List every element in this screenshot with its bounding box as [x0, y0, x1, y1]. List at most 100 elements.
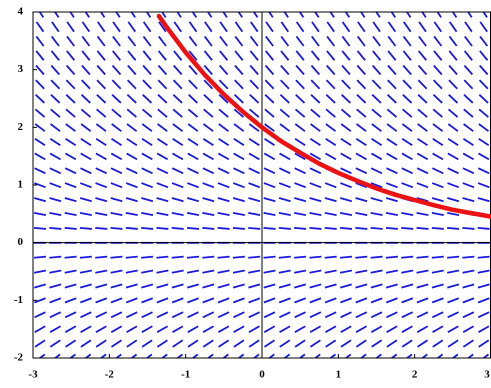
- slope-segment: [33, 212, 47, 216]
- slope-segment: [309, 339, 321, 348]
- slope-segment: [157, 108, 168, 118]
- slope-segment: [79, 197, 92, 203]
- slope-segment: [126, 108, 137, 118]
- slope-segment: [96, 79, 107, 90]
- slope-segment: [370, 297, 383, 304]
- slope-segment: [64, 283, 77, 289]
- slope-segment: [64, 226, 77, 230]
- slope-segment: [34, 137, 46, 147]
- slope-segment: [202, 152, 214, 161]
- slope-segment: [463, 123, 474, 132]
- slope-segment: [33, 255, 47, 259]
- slope-segment: [386, 167, 398, 175]
- slope-segment: [65, 79, 76, 90]
- slope-segment: [49, 167, 62, 175]
- slope-segment: [64, 182, 77, 189]
- slope-segment: [157, 50, 167, 61]
- slope-segment: [126, 94, 137, 104]
- slope-segment: [202, 255, 215, 259]
- slope-segment: [355, 137, 367, 147]
- slope-segment: [370, 269, 383, 274]
- slope-segment: [186, 255, 200, 259]
- slope-segment: [218, 123, 229, 132]
- slope-segment: [462, 197, 475, 203]
- slope-segment: [64, 167, 77, 175]
- slope-segment: [171, 255, 184, 259]
- slope-segment: [156, 212, 169, 216]
- slope-segment: [111, 123, 122, 132]
- slope-segment: [340, 339, 352, 348]
- slope-segment: [356, 94, 367, 104]
- slope-segment: [127, 21, 136, 33]
- slope-segment: [355, 339, 367, 348]
- slope-segment: [339, 226, 353, 230]
- slope-segment: [309, 311, 322, 319]
- slope-segment: [341, 35, 351, 47]
- slope-segment: [173, 21, 182, 33]
- slope-segment: [477, 226, 490, 230]
- slope-segment: [202, 297, 215, 304]
- slope-segment: [280, 21, 289, 33]
- slope-segment: [202, 212, 215, 216]
- x-tick-label: -2: [105, 369, 115, 381]
- slope-segment: [218, 64, 229, 76]
- slope-segment: [387, 79, 397, 90]
- slope-segment: [142, 21, 152, 33]
- slope-segment: [248, 226, 261, 230]
- slope-segment: [447, 197, 460, 203]
- slope-segment: [279, 152, 291, 161]
- slope-segment: [217, 283, 230, 289]
- slope-segment: [401, 269, 414, 274]
- slope-segment: [79, 269, 92, 274]
- slope-segment: [141, 283, 154, 289]
- slope-segment: [416, 311, 429, 319]
- slope-segment: [295, 50, 305, 61]
- slope-segment: [313, 353, 321, 358]
- slope-segment: [431, 297, 444, 304]
- slope-segment: [416, 269, 429, 274]
- slope-segment: [202, 182, 215, 189]
- slope-segment: [34, 325, 46, 333]
- slope-segment: [431, 226, 444, 230]
- slope-segment: [263, 269, 276, 274]
- slope-segment: [401, 167, 414, 175]
- slope-segment: [156, 269, 169, 274]
- slope-segment: [371, 339, 383, 348]
- slope-segment: [341, 50, 351, 61]
- slope-segment: [340, 182, 352, 189]
- slope-segment: [186, 269, 200, 274]
- slope-segment: [141, 226, 154, 230]
- slope-segment: [65, 339, 77, 348]
- slope-segment: [234, 64, 244, 76]
- slope-segment: [294, 123, 306, 132]
- slope-segment: [249, 94, 260, 104]
- slope-segment: [405, 353, 413, 358]
- slope-segment: [385, 182, 398, 189]
- slope-segment: [51, 21, 60, 33]
- slope-segment: [66, 21, 75, 33]
- slope-segment: [416, 182, 429, 189]
- slope-segment: [49, 269, 62, 274]
- slope-segment: [50, 79, 61, 90]
- slope-segment: [248, 297, 261, 304]
- slope-segment: [370, 255, 383, 259]
- slope-segment: [325, 339, 337, 348]
- slope-segment: [217, 297, 230, 304]
- slope-segment: [309, 167, 322, 175]
- slope-segment: [64, 311, 77, 319]
- slope-segment: [125, 311, 138, 319]
- slope-segment: [265, 35, 274, 47]
- slope-segment: [110, 226, 123, 230]
- slope-segment: [478, 339, 490, 348]
- slope-segment: [265, 21, 274, 33]
- slope-segment: [432, 339, 444, 348]
- slope-segment: [462, 297, 475, 304]
- slope-segment: [176, 353, 184, 358]
- slope-segment: [265, 50, 274, 61]
- slope-segment: [340, 167, 352, 175]
- slope-segment: [186, 226, 200, 230]
- slope-segment: [202, 311, 215, 319]
- slope-segment: [324, 197, 337, 203]
- x-tick-label: -3: [28, 369, 38, 381]
- slope-segment: [95, 325, 107, 333]
